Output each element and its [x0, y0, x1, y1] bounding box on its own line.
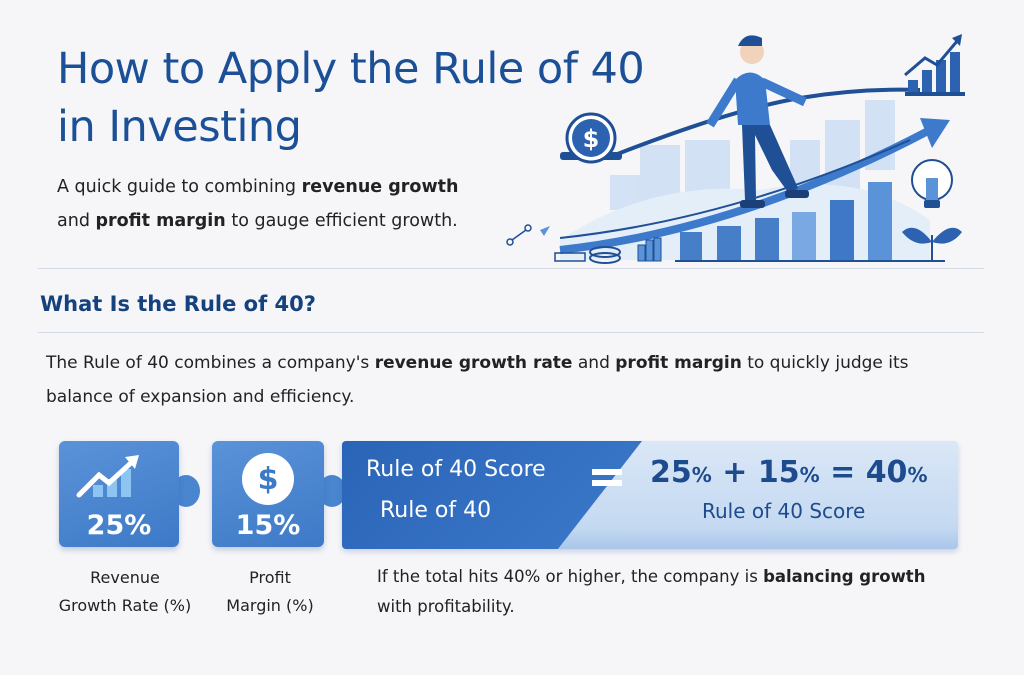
subtitle-text: A quick guide to combining	[57, 177, 302, 197]
divider	[38, 268, 984, 269]
score-right-label: Rule of 40 Score	[702, 499, 866, 523]
svg-text:$: $	[583, 125, 600, 153]
growth-chart-icon	[76, 455, 139, 498]
label-line: Growth Rate (%)	[58, 596, 192, 615]
intro-paragraph: The Rule of 40 combines a company's reve…	[46, 346, 976, 414]
businessman-figure	[706, 35, 809, 208]
rule-of-40-score-bar: Rule of 40 Score Rule of 40 25% + 15% = …	[342, 441, 958, 549]
label-line: Profit	[249, 568, 291, 587]
title-line-1: How to Apply the Rule of 40	[57, 44, 645, 94]
subtitle-bold-revenue-growth: revenue growth	[301, 177, 459, 197]
score-formula: 25% + 15% = 40%	[650, 455, 927, 490]
revenue-growth-label: Revenue Growth Rate (%)	[50, 564, 200, 620]
intro-text: and	[572, 353, 616, 373]
formula-result: 40	[865, 455, 908, 490]
bar-chart-icon	[675, 182, 945, 262]
revenue-growth-piece: 25%	[59, 441, 179, 547]
subtitle: A quick guide to combining revenue growt…	[57, 170, 517, 238]
hero-illustration: $	[506, 34, 965, 264]
equals-sign: =	[830, 455, 856, 490]
title-line-2: in Investing	[57, 102, 302, 152]
conclusion-paragraph: If the total hits 40% or higher, the com…	[377, 562, 977, 622]
plus-sign: +	[722, 455, 748, 490]
lightbulb-icon	[911, 159, 953, 208]
equals-icon	[592, 469, 622, 489]
conclusion-bold-balancing-growth: balancing growth	[763, 567, 926, 586]
subtitle-text: to gauge efficient growth.	[225, 211, 458, 231]
keyboard-icon	[554, 252, 586, 262]
percent-sign: %	[907, 463, 928, 487]
divider	[38, 332, 984, 333]
intro-text: The Rule of 40 combines a company's	[46, 353, 375, 373]
label-line: Revenue	[90, 568, 160, 587]
page-title: How to Apply the Rule of 40 in Investing	[57, 40, 645, 156]
profit-margin-piece: $ 15%	[212, 441, 324, 547]
conclusion-text: with profitability.	[377, 597, 515, 616]
section-title: What Is the Rule of 40?	[40, 292, 316, 316]
label-line: Margin (%)	[226, 596, 314, 615]
formula-value-b: 15	[757, 455, 800, 490]
dollar-icon: $	[242, 453, 294, 505]
mini-bar-chart-icon	[637, 237, 662, 262]
network-node-icon	[506, 224, 532, 246]
growth-chart-icon	[904, 34, 965, 96]
plant-icon	[902, 227, 962, 260]
rising-arrow-icon	[559, 118, 950, 254]
profit-margin-value: 15%	[235, 510, 301, 541]
percent-sign: %	[691, 463, 712, 487]
intro-text: to quickly judge its balance of expansio…	[46, 353, 909, 407]
dollar-coin-icon: $	[560, 112, 622, 164]
profit-margin-label: Profit Margin (%)	[205, 564, 335, 620]
formula-value-a: 25	[650, 455, 692, 490]
intro-bold-revenue-growth-rate: revenue growth rate	[374, 353, 573, 373]
subtitle-text: and	[57, 211, 96, 231]
conclusion-text: If the total hits 40% or higher, the com…	[377, 567, 764, 586]
score-left-title: Rule of 40 Score	[366, 457, 546, 482]
intro-bold-profit-margin: profit margin	[615, 353, 742, 373]
percent-sign: %	[799, 463, 820, 487]
revenue-growth-value: 25%	[86, 510, 152, 541]
score-left-subtitle: Rule of 40	[380, 498, 492, 523]
coin-stack-icon	[589, 246, 621, 264]
subtitle-bold-profit-margin: profit margin	[95, 211, 226, 231]
